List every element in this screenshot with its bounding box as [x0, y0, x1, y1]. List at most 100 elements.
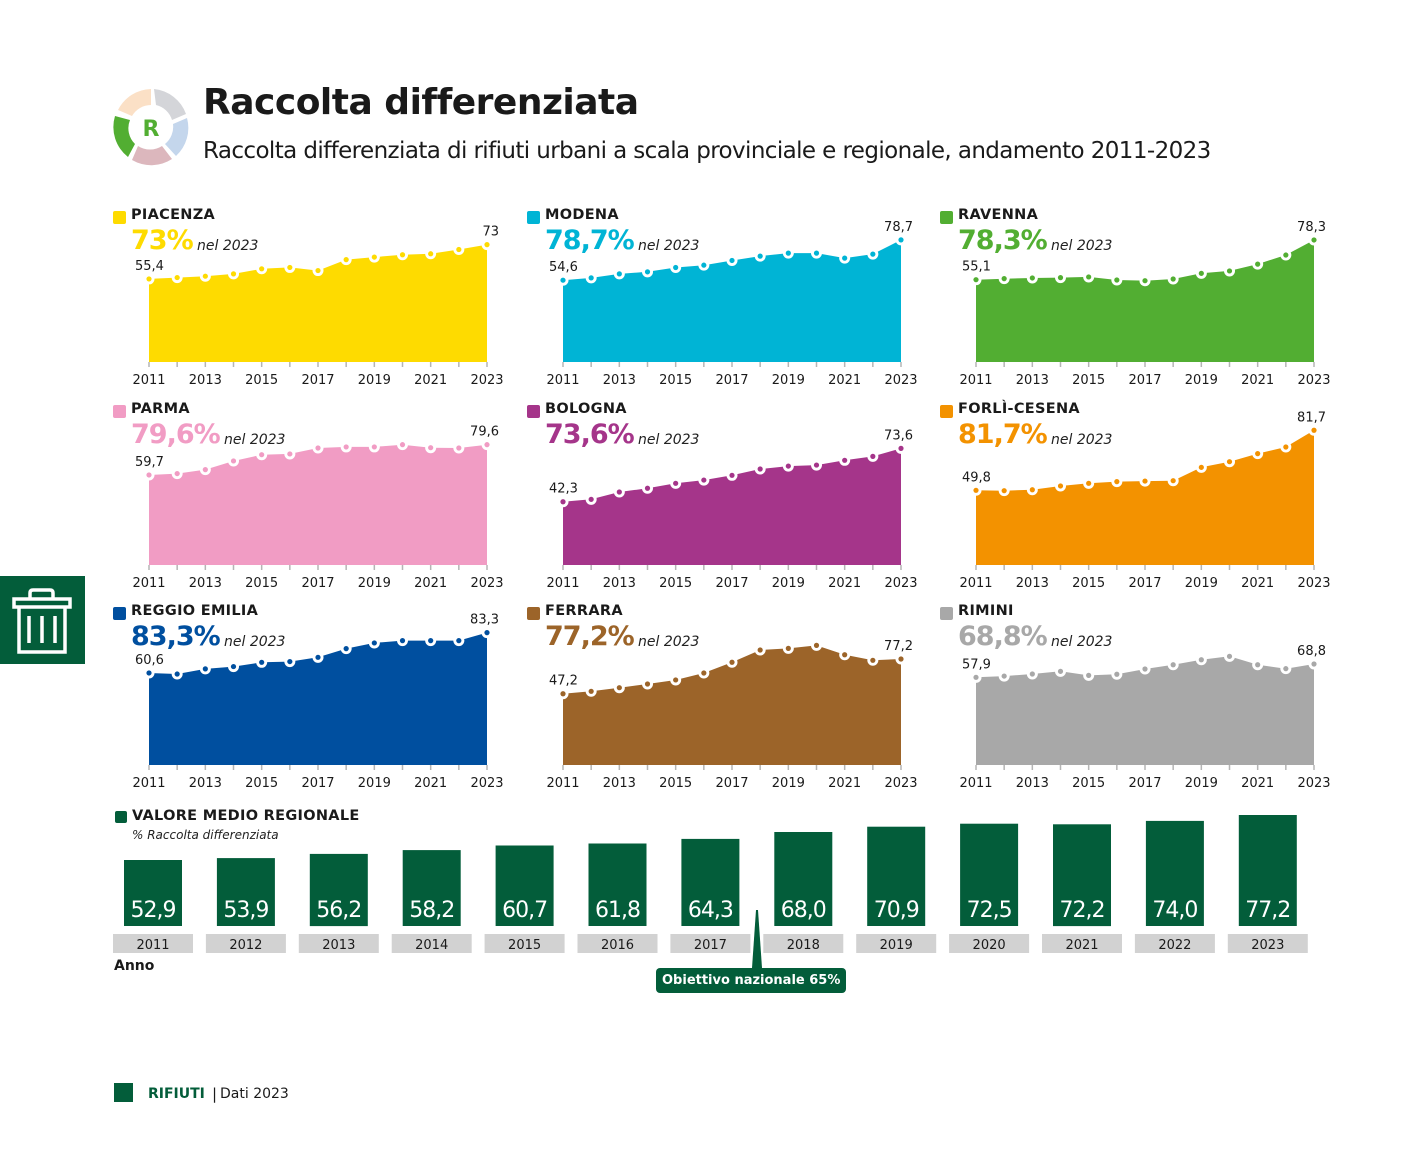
data-point	[701, 262, 707, 268]
area-fill	[149, 632, 487, 765]
highlight-year-note: nel 2023	[197, 238, 259, 254]
data-point	[1226, 459, 1233, 465]
data-point	[1255, 451, 1261, 457]
data-point	[842, 652, 848, 658]
data-point	[202, 666, 208, 672]
year-box	[1134, 934, 1215, 953]
x-tick-label: 2013	[189, 776, 222, 791]
highlight-value: 83,3%	[131, 621, 221, 652]
logo-segment-peach	[118, 89, 151, 116]
bar	[495, 845, 554, 926]
x-tick-label: 2017	[715, 576, 748, 591]
x-tick-label: 2021	[1241, 776, 1274, 791]
year-label: 2012	[229, 938, 262, 953]
data-point	[644, 485, 651, 491]
data-point	[484, 630, 490, 636]
page-subtitle: Raccolta differenziata di rifiuti urbani…	[203, 138, 1211, 164]
data-point	[1114, 277, 1120, 283]
data-point	[588, 688, 594, 694]
x-tick-label: 2013	[603, 576, 636, 591]
data-point	[230, 663, 237, 670]
data-point	[898, 237, 904, 243]
regional-chart-subtitle: % Raccolta differenziata	[132, 828, 279, 842]
area-chart: 2011 2013 2015 2017 2019 2021 2023 49,8 81,7	[959, 410, 1330, 591]
x-tick-label: 2019	[358, 373, 391, 388]
year-box	[298, 934, 379, 953]
data-point	[146, 670, 152, 676]
bar-value-label: 61,8	[595, 898, 640, 923]
data-point	[371, 640, 377, 646]
year-label: 2017	[694, 938, 727, 953]
x-tick-label: 2019	[772, 373, 805, 388]
province-chart-forl-cesena: 2011 2013 2015 2017 2019 2021 2023 49,8 81,7 FORL…	[940, 401, 1340, 591]
highlight-value: 79,6%	[131, 419, 221, 450]
province-chart-rimini: 2011 2013 2015 2017 2019 2021 2023 57,9 68,8 RIMI…	[940, 603, 1340, 793]
data-point	[371, 254, 377, 260]
data-point	[174, 470, 180, 477]
year-label: 2020	[973, 938, 1006, 953]
x-tick-label: 2017	[301, 576, 334, 591]
year-label: 2011	[136, 938, 169, 953]
x-tick-label: 2017	[715, 776, 748, 791]
province-name: MODENA	[545, 207, 619, 223]
data-point	[973, 277, 979, 283]
data-point	[287, 264, 293, 271]
highlight-value: 78,7%	[545, 225, 635, 256]
data-point	[1001, 673, 1007, 679]
bar	[402, 850, 461, 926]
highlight-year-note: nel 2023	[1051, 634, 1113, 650]
footer-section-label: RIFIUTI	[148, 1086, 205, 1102]
highlight-year-note: nel 2023	[638, 432, 700, 448]
data-point	[1255, 261, 1261, 267]
legend-swatch	[527, 607, 540, 620]
bar-value-label: 58,2	[409, 898, 454, 923]
year-box	[856, 934, 937, 953]
trash-bin-icon	[12, 588, 72, 654]
page-title: Raccolta differenziata	[203, 82, 639, 123]
data-point	[898, 445, 904, 451]
data-point	[560, 499, 566, 505]
data-point	[315, 267, 321, 274]
logo-segment-green	[113, 116, 135, 157]
area-chart: 2011 2013 2015 2017 2019 2021 2023 54,6 78,7	[546, 220, 917, 388]
x-tick-label: 2017	[715, 373, 748, 388]
data-point	[785, 463, 791, 469]
x-tick-label: 2023	[1297, 373, 1330, 388]
data-point	[1001, 276, 1007, 282]
data-point	[813, 642, 820, 648]
province-name: RIMINI	[958, 603, 1014, 619]
x-tick-label: 2011	[959, 373, 992, 388]
first-value-label: 42,3	[549, 482, 578, 497]
highlight-value: 77,2%	[545, 621, 635, 652]
province-name: FORLÌ-CESENA	[958, 401, 1080, 417]
data-point	[399, 252, 406, 258]
x-tick-label: 2019	[772, 576, 805, 591]
bar	[1053, 824, 1111, 927]
data-point	[1226, 268, 1233, 274]
year-box	[577, 934, 658, 953]
first-value-label: 54,6	[549, 260, 578, 275]
x-tick-label: 2021	[1241, 576, 1274, 591]
last-value-label: 78,3	[1297, 220, 1326, 235]
area-fill	[563, 645, 901, 765]
national-target-callout: Obiettivo nazionale 65%	[656, 968, 847, 993]
data-point	[1198, 270, 1204, 276]
data-point	[259, 266, 265, 272]
data-point	[399, 638, 406, 644]
x-tick-label: 2011	[132, 776, 165, 791]
highlight-value: 68,8%	[958, 621, 1048, 652]
data-point	[1057, 483, 1064, 489]
data-point	[1170, 662, 1176, 668]
footer-section-swatch	[114, 1083, 133, 1102]
first-value-label: 47,2	[549, 674, 578, 689]
data-point	[729, 659, 735, 665]
data-point	[785, 645, 791, 651]
area-chart: 2011 2013 2015 2017 2019 2021 2023 42,3 73,6	[546, 428, 917, 591]
x-tick-label: 2013	[189, 576, 222, 591]
data-point	[428, 445, 434, 451]
last-value-label: 79,6	[470, 425, 499, 440]
data-point	[1283, 444, 1289, 450]
data-point	[588, 275, 594, 281]
data-point	[785, 250, 791, 256]
data-point	[202, 467, 208, 473]
